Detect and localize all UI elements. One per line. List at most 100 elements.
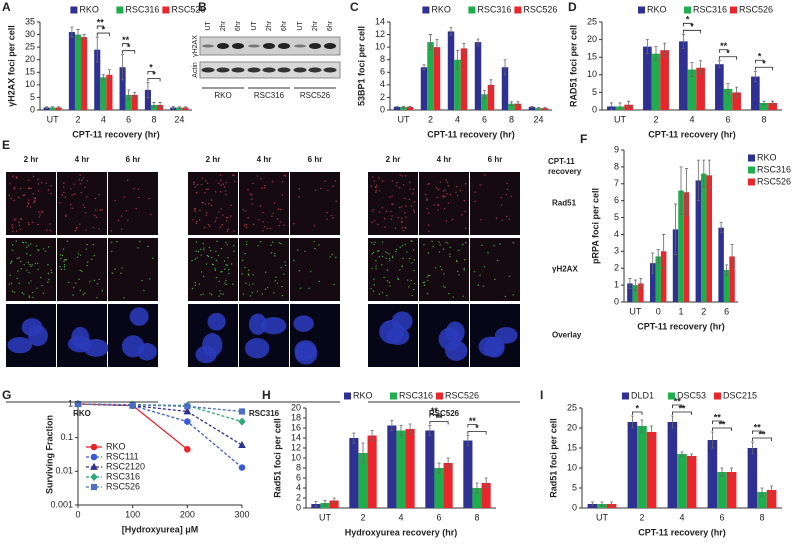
focus-dot (208, 202, 210, 205)
panel-letter: B (198, 0, 207, 14)
y-tick-label: 15 (587, 52, 597, 62)
focus-dot (280, 208, 282, 211)
focus-dot (327, 189, 329, 192)
significance-bracket (718, 49, 729, 53)
focus-dot (374, 241, 376, 243)
nucleus (207, 312, 226, 331)
focus-dot (244, 266, 246, 269)
focus-dot (225, 181, 227, 184)
focus-dot (411, 294, 413, 297)
bar (686, 456, 697, 508)
focus-dot (373, 243, 375, 246)
focus-dot (201, 177, 204, 179)
legend-swatch (436, 392, 443, 400)
bar (49, 107, 56, 110)
focus-dot (79, 289, 81, 292)
focus-dot (245, 241, 248, 243)
legend-label: RSC526 (106, 481, 140, 491)
significance-label: * (152, 70, 156, 80)
y-axis-label: Surviving Fraction (44, 415, 54, 494)
y-tick-label: 0.1 (60, 432, 73, 442)
significance-label: ** (97, 17, 105, 27)
error-bar (656, 249, 660, 264)
error-bar (640, 419, 644, 433)
focus-dot (11, 227, 14, 229)
error-bar (395, 105, 399, 108)
bar (766, 490, 777, 508)
focus-dot (432, 245, 434, 248)
focus-dot (17, 196, 20, 199)
focus-dot (381, 241, 384, 243)
error-bar (399, 425, 403, 436)
focus-dot (89, 280, 91, 283)
legend-swatch (390, 392, 397, 400)
error-bar (726, 83, 730, 95)
error-bar (771, 100, 775, 106)
y-tick-label: 12 (375, 29, 385, 39)
point (238, 464, 246, 471)
focus-dot (409, 257, 411, 260)
focus-dot (426, 276, 428, 278)
focus-dot (373, 180, 376, 182)
focus-dot (248, 274, 250, 276)
error-bar (680, 451, 684, 457)
focus-dot (22, 194, 24, 197)
focus-dot (332, 185, 334, 187)
focus-dot (120, 215, 123, 217)
focus-dot (211, 263, 214, 266)
error-bar (456, 49, 459, 70)
focus-dot (423, 244, 425, 246)
focus-dot (85, 229, 87, 231)
focus-dot (276, 218, 279, 220)
y-tick-label: 35 (25, 16, 35, 26)
focus-dot (408, 286, 410, 288)
row-label: Actin (192, 62, 199, 78)
focus-dot (47, 263, 49, 266)
focus-dot (396, 277, 399, 280)
focus-dot (50, 192, 52, 195)
focus-dot (399, 269, 401, 271)
focus-dot (11, 175, 14, 177)
focus-dot (195, 192, 197, 194)
focus-dot (20, 260, 22, 263)
focus-dot (392, 255, 394, 258)
focus-dot (98, 278, 100, 281)
focus-dot (117, 219, 120, 222)
focus-dot (428, 230, 430, 233)
focus-dot (391, 203, 393, 205)
x-tick-label: 2 (75, 114, 80, 124)
bar (481, 94, 488, 110)
error-bar (645, 39, 649, 55)
focus-dot (431, 240, 433, 243)
significance-bracket (712, 420, 723, 424)
row-label: Rad51 (552, 199, 577, 208)
band (308, 67, 322, 73)
column-label: 6 hr (126, 155, 141, 164)
focus-dot (333, 283, 335, 286)
focus-dot (376, 184, 378, 187)
focus-dot (195, 250, 197, 252)
focus-dot (20, 228, 22, 231)
focus-dot (38, 216, 40, 218)
focus-dot (199, 248, 202, 251)
focus-dot (375, 265, 377, 267)
focus-dot (72, 294, 74, 296)
focus-dot (277, 208, 280, 210)
micrograph-image (188, 238, 238, 301)
focus-dot (206, 188, 208, 190)
nucleus (28, 325, 48, 347)
significance-bracket (718, 56, 738, 60)
significance-label: * (149, 63, 153, 73)
micrograph-image (368, 238, 418, 301)
focus-dot (442, 190, 445, 192)
bar (723, 88, 733, 110)
focus-dot (73, 183, 75, 185)
legend-label: RSC2120 (106, 461, 145, 471)
focus-dot (438, 251, 441, 253)
focus-dot (314, 189, 317, 191)
focus-dot (395, 248, 398, 251)
focus-dot (248, 269, 250, 271)
y-tick-label: 15 (567, 442, 577, 452)
focus-dot (27, 222, 30, 224)
focus-dot (38, 211, 40, 213)
